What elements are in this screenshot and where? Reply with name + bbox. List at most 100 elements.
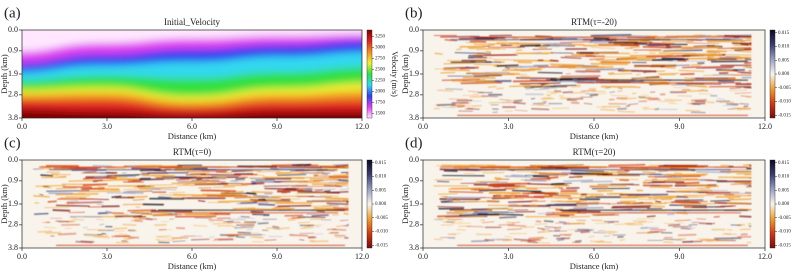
- image: [22, 30, 362, 118]
- texture-stroke: [676, 195, 689, 198]
- texture-stroke: [557, 76, 572, 79]
- texture-stroke: [237, 217, 255, 219]
- texture-stroke: [685, 40, 693, 43]
- texture-stroke: [729, 87, 742, 90]
- texture-stroke: [649, 42, 676, 45]
- texture-stroke: [44, 206, 71, 209]
- texture-stroke: [452, 218, 464, 221]
- texture-stroke: [698, 93, 712, 95]
- texture-stroke: [617, 87, 623, 90]
- colorbar-tick-label: 0.000: [375, 202, 387, 207]
- texture-stroke: [517, 46, 525, 48]
- texture-stroke: [615, 178, 639, 181]
- y-tick-label: 3.8: [409, 243, 419, 252]
- texture-stroke: [597, 183, 634, 185]
- texture-stroke: [470, 104, 482, 107]
- texture-stroke: [127, 179, 142, 183]
- texture-stroke: [52, 209, 71, 212]
- texture-stroke: [574, 174, 603, 177]
- texture-stroke: [452, 222, 471, 225]
- texture-stroke: [557, 238, 565, 242]
- texture-stroke: [545, 203, 577, 206]
- texture-stroke: [465, 41, 477, 44]
- x-tick-label: 6.0: [589, 252, 599, 261]
- texture-stroke: [95, 218, 104, 221]
- texture-stroke: [114, 178, 139, 181]
- texture-stroke: [559, 214, 570, 217]
- texture-stroke: [44, 226, 57, 229]
- texture-stroke: [710, 200, 731, 202]
- texture-stroke: [34, 212, 49, 215]
- texture-stroke: [311, 214, 329, 217]
- texture-stroke: [644, 173, 650, 176]
- texture-stroke: [325, 197, 349, 200]
- texture-stroke: [458, 104, 471, 107]
- x-tick-label: 9.0: [272, 122, 282, 131]
- texture-stroke: [706, 101, 715, 104]
- texture-stroke: [93, 235, 109, 238]
- texture-stroke: [252, 195, 269, 197]
- texture-stroke: [504, 235, 513, 238]
- texture-stroke: [208, 219, 224, 222]
- texture-stroke: [444, 196, 486, 199]
- texture-stroke: [717, 80, 735, 83]
- texture-stroke: [507, 72, 521, 75]
- texture-stroke: [342, 184, 349, 187]
- texture-stroke: [47, 200, 57, 203]
- texture-stroke: [713, 215, 720, 218]
- texture-stroke: [510, 197, 524, 200]
- panel-label: (c): [4, 135, 21, 151]
- texture-stroke: [642, 45, 671, 49]
- texture-stroke: [742, 164, 752, 167]
- texture-stroke: [262, 199, 291, 202]
- x-tick-label: 0.0: [17, 252, 27, 261]
- texture-stroke: [734, 181, 752, 184]
- texture-stroke: [706, 239, 718, 243]
- texture-stroke: [603, 235, 611, 237]
- texture-stroke: [608, 233, 615, 235]
- texture-stroke: [338, 179, 349, 182]
- texture-stroke: [745, 66, 752, 68]
- texture-stroke: [512, 189, 542, 193]
- texture-stroke: [469, 95, 488, 98]
- texture-stroke: [729, 89, 748, 92]
- y-tick-label: 2.8: [409, 90, 419, 99]
- y-tick-label: 1.9: [8, 69, 18, 78]
- texture-stroke: [661, 64, 691, 67]
- texture-stroke: [696, 170, 731, 174]
- texture-stroke: [525, 187, 538, 191]
- texture-stroke: [672, 87, 688, 89]
- colorbar: [366, 29, 373, 119]
- texture-stroke: [724, 35, 752, 38]
- texture-stroke: [249, 199, 267, 201]
- texture-stroke: [113, 227, 128, 230]
- texture-stroke: [243, 232, 260, 235]
- y-tick-label: 1.9: [409, 199, 419, 208]
- panel-label: (b): [405, 5, 423, 21]
- texture-stroke: [466, 225, 484, 228]
- texture-stroke: [223, 220, 234, 223]
- texture-stroke: [524, 179, 547, 182]
- texture-stroke: [676, 238, 686, 241]
- texture-stroke: [476, 48, 490, 50]
- texture-stroke: [619, 238, 626, 242]
- image-layers: [22, 30, 362, 118]
- texture-stroke: [236, 224, 255, 226]
- texture-stroke: [693, 45, 715, 47]
- texture-stroke: [484, 238, 495, 242]
- texture-stroke: [301, 172, 331, 174]
- texture-stroke: [276, 172, 303, 174]
- texture-stroke: [706, 193, 734, 196]
- texture-stroke: [122, 191, 144, 194]
- texture-stroke: [223, 184, 249, 187]
- y-tick-label: 2.8: [8, 90, 18, 99]
- texture-stroke: [558, 187, 564, 190]
- texture-stroke: [684, 89, 704, 93]
- texture-stroke: [82, 226, 88, 229]
- texture-stroke: [507, 200, 532, 203]
- texture-stroke: [698, 222, 713, 225]
- texture-stroke: [520, 44, 541, 47]
- texture-stroke: [344, 205, 349, 207]
- texture-stroke: [527, 241, 538, 244]
- texture-stroke: [232, 207, 256, 210]
